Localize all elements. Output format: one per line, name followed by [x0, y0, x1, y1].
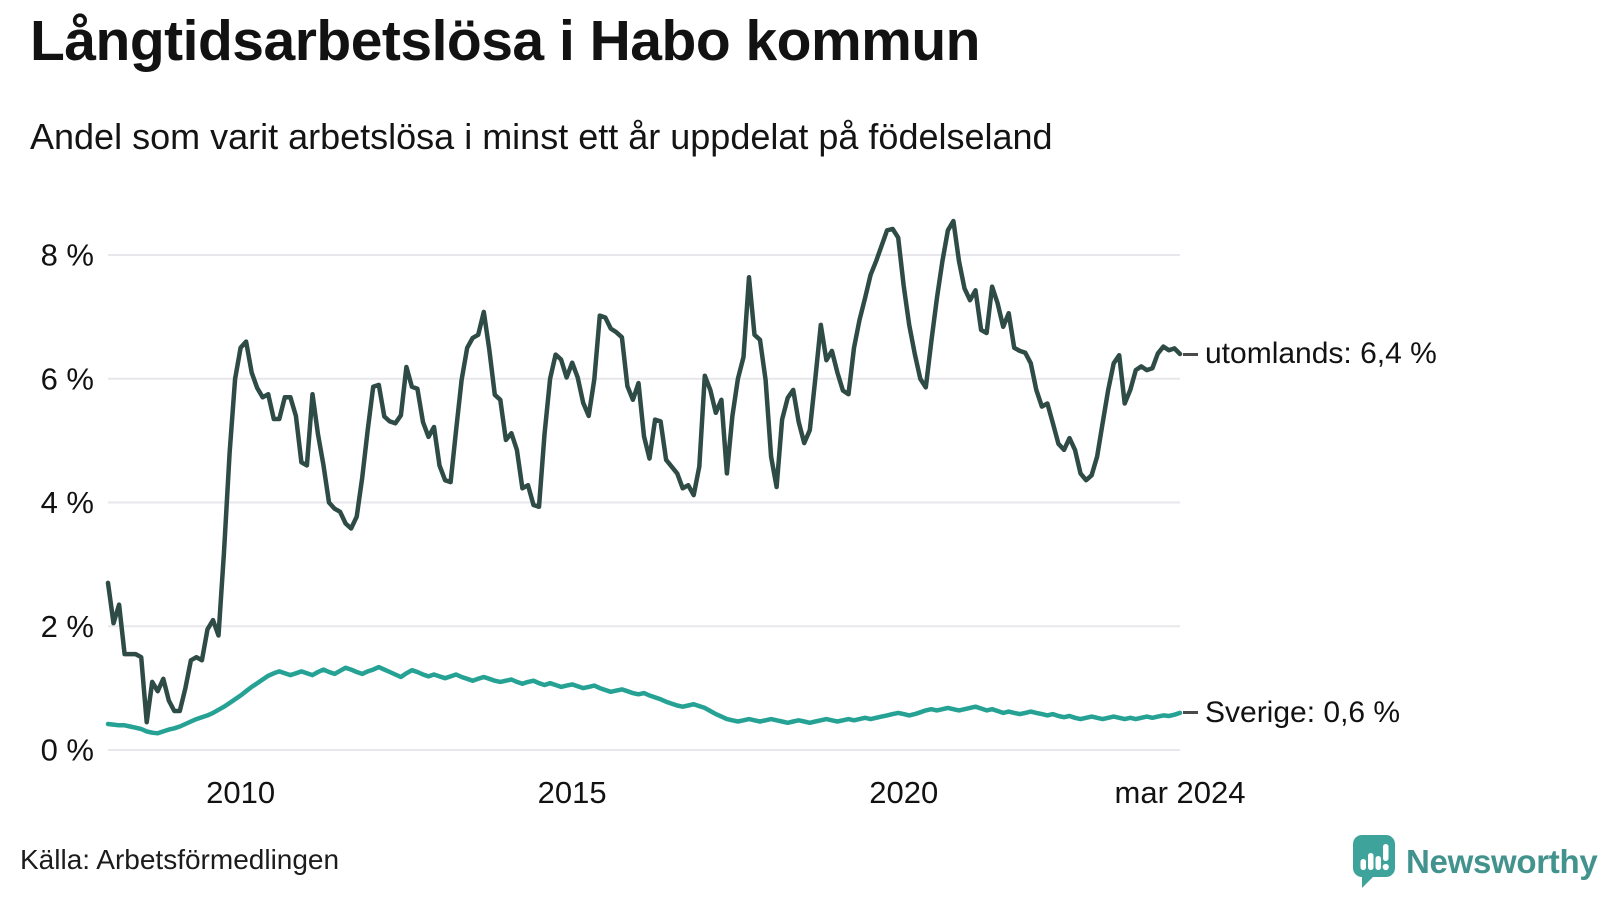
label-dash-icon — [1183, 352, 1198, 356]
page-title: Långtidsarbetslösa i Habo kommun — [30, 9, 981, 73]
x-tick-label: 2020 — [869, 775, 938, 810]
series-label-sverige: Sverige: 0,6 % — [1183, 696, 1400, 730]
y-tick-label: 8 % — [41, 238, 94, 273]
source-note: Källa: Arbetsförmedlingen — [20, 844, 340, 875]
brand-name: Newsworthy — [1406, 843, 1598, 880]
brand: Newsworthy — [1352, 834, 1598, 890]
series-line-Sverige — [105, 664, 1183, 736]
y-tick-label: 2 % — [41, 609, 94, 644]
series-line-utomlands — [105, 218, 1183, 725]
y-tick-label: 6 % — [41, 361, 94, 396]
y-tick-label: 0 % — [41, 733, 94, 768]
series-label-utomlands-text: utomlands: 6,4 % — [1205, 337, 1437, 370]
y-tick-label: 4 % — [41, 485, 94, 520]
x-tick-label: 2010 — [206, 775, 275, 810]
series-label-utomlands: utomlands: 6,4 % — [1183, 337, 1437, 371]
series-label-sverige-text: Sverige: 0,6 % — [1205, 695, 1401, 729]
x-tick-label: 2015 — [538, 775, 607, 810]
x-tick-label: mar 2024 — [1115, 775, 1246, 810]
label-dash-icon — [1183, 711, 1198, 715]
newsworthy-logo-icon — [1353, 835, 1395, 888]
page-subtitle: Andel som varit arbetslösa i minst ett å… — [30, 116, 1053, 157]
